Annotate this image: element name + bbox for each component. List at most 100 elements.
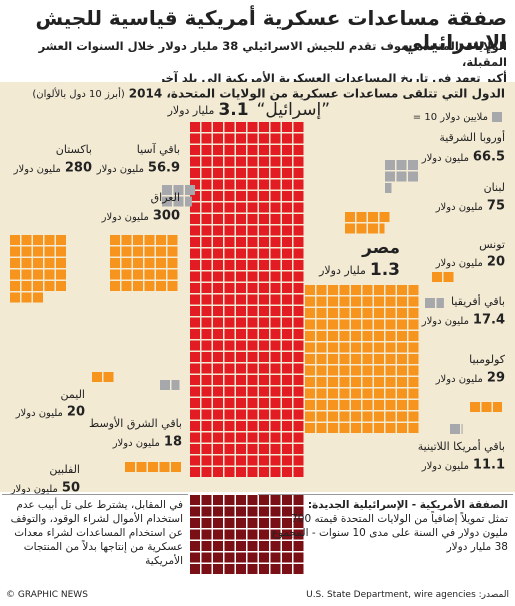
unit-square xyxy=(236,444,246,454)
unit-square xyxy=(121,246,132,257)
unit-square xyxy=(236,363,246,374)
unit-square xyxy=(190,260,200,270)
unit-square xyxy=(259,317,269,328)
unit-square xyxy=(328,365,338,376)
unit-square xyxy=(282,179,292,190)
unit-square xyxy=(408,388,419,399)
unit-square xyxy=(270,455,281,466)
unit-square xyxy=(316,388,327,399)
unit-square xyxy=(247,552,258,563)
unit-square xyxy=(282,214,292,224)
unit-square xyxy=(385,423,396,433)
unit-square xyxy=(44,258,55,268)
unit-square xyxy=(10,235,20,245)
unit-square xyxy=(224,398,235,408)
unit-square xyxy=(44,246,55,257)
unit-square xyxy=(282,506,292,517)
unit-square xyxy=(282,455,292,466)
unit-label: مليون دولار xyxy=(10,484,58,495)
unit-square xyxy=(316,423,327,433)
unit-square xyxy=(270,375,281,385)
unit-square xyxy=(328,342,338,353)
unit-square xyxy=(339,319,350,330)
unit-square xyxy=(461,424,463,434)
unit-square xyxy=(148,462,158,472)
unit-square xyxy=(247,455,258,466)
unit-square xyxy=(270,225,281,236)
unit-square xyxy=(351,400,361,410)
unit-square xyxy=(385,296,396,307)
unit-square xyxy=(201,444,212,454)
unit-square xyxy=(44,269,55,280)
unit-square xyxy=(190,248,200,259)
unit-square xyxy=(385,183,392,193)
unit-square xyxy=(293,122,304,132)
unit-square xyxy=(385,411,396,422)
unit-square xyxy=(259,363,269,374)
unit-square xyxy=(259,237,269,247)
unit-square xyxy=(247,122,258,132)
unit-square xyxy=(247,467,258,477)
unit-square xyxy=(328,411,338,422)
unit-square xyxy=(362,365,373,376)
unit-square xyxy=(190,329,200,339)
unit-square xyxy=(328,388,338,399)
unit-square xyxy=(293,455,304,466)
unit-square xyxy=(167,269,178,280)
unit-square xyxy=(293,432,304,443)
unit-square xyxy=(201,421,212,431)
unit-square xyxy=(436,298,444,308)
unit-square xyxy=(259,352,269,362)
unit-square xyxy=(133,246,143,257)
unit-square xyxy=(173,185,184,195)
unit-square xyxy=(156,281,166,291)
unit-square xyxy=(270,564,281,574)
value-label: 1.3 xyxy=(370,260,400,280)
unit-square xyxy=(259,518,269,528)
unit-square xyxy=(224,444,235,454)
unit-square xyxy=(305,411,315,422)
unit-square xyxy=(144,235,155,245)
unit-square xyxy=(224,455,235,466)
unit-square xyxy=(379,223,385,234)
unit-square xyxy=(224,467,235,477)
unit-square xyxy=(201,248,212,259)
unit-square xyxy=(247,340,258,351)
unit-square xyxy=(213,283,223,293)
unit-square xyxy=(236,214,246,224)
unit-square xyxy=(190,541,200,551)
unit-square xyxy=(282,260,292,270)
unit-square xyxy=(213,202,223,213)
unit-square xyxy=(144,281,155,291)
unit-square xyxy=(236,179,246,190)
unit-square xyxy=(110,281,120,291)
unit-square xyxy=(125,462,135,472)
unit-square xyxy=(201,518,212,528)
unit-square xyxy=(56,281,66,291)
category-label: اليمن xyxy=(61,388,85,401)
unit-square xyxy=(385,365,396,376)
category-label: الفلبين xyxy=(49,463,80,476)
unit-square xyxy=(103,372,114,382)
unit-square xyxy=(247,202,258,213)
unit-square xyxy=(224,248,235,259)
unit-square xyxy=(385,285,396,295)
unit-square xyxy=(236,375,246,385)
unit-square xyxy=(213,248,223,259)
unit-square xyxy=(10,281,20,291)
unit-square xyxy=(408,400,419,410)
value-label: 50 xyxy=(62,481,80,496)
unit-square xyxy=(339,423,350,433)
unit-square xyxy=(270,352,281,362)
unit-square xyxy=(270,518,281,528)
unit-square xyxy=(190,237,200,247)
unit-square xyxy=(201,541,212,551)
category-label: باقي الشرق الأوسط xyxy=(89,416,182,430)
unit-square xyxy=(213,306,223,316)
value-label: 280 xyxy=(65,161,92,176)
unit-square xyxy=(328,285,338,295)
unit-square xyxy=(397,400,407,410)
unit-square xyxy=(362,319,373,330)
unit-square xyxy=(339,331,350,341)
unit-square xyxy=(397,285,407,295)
